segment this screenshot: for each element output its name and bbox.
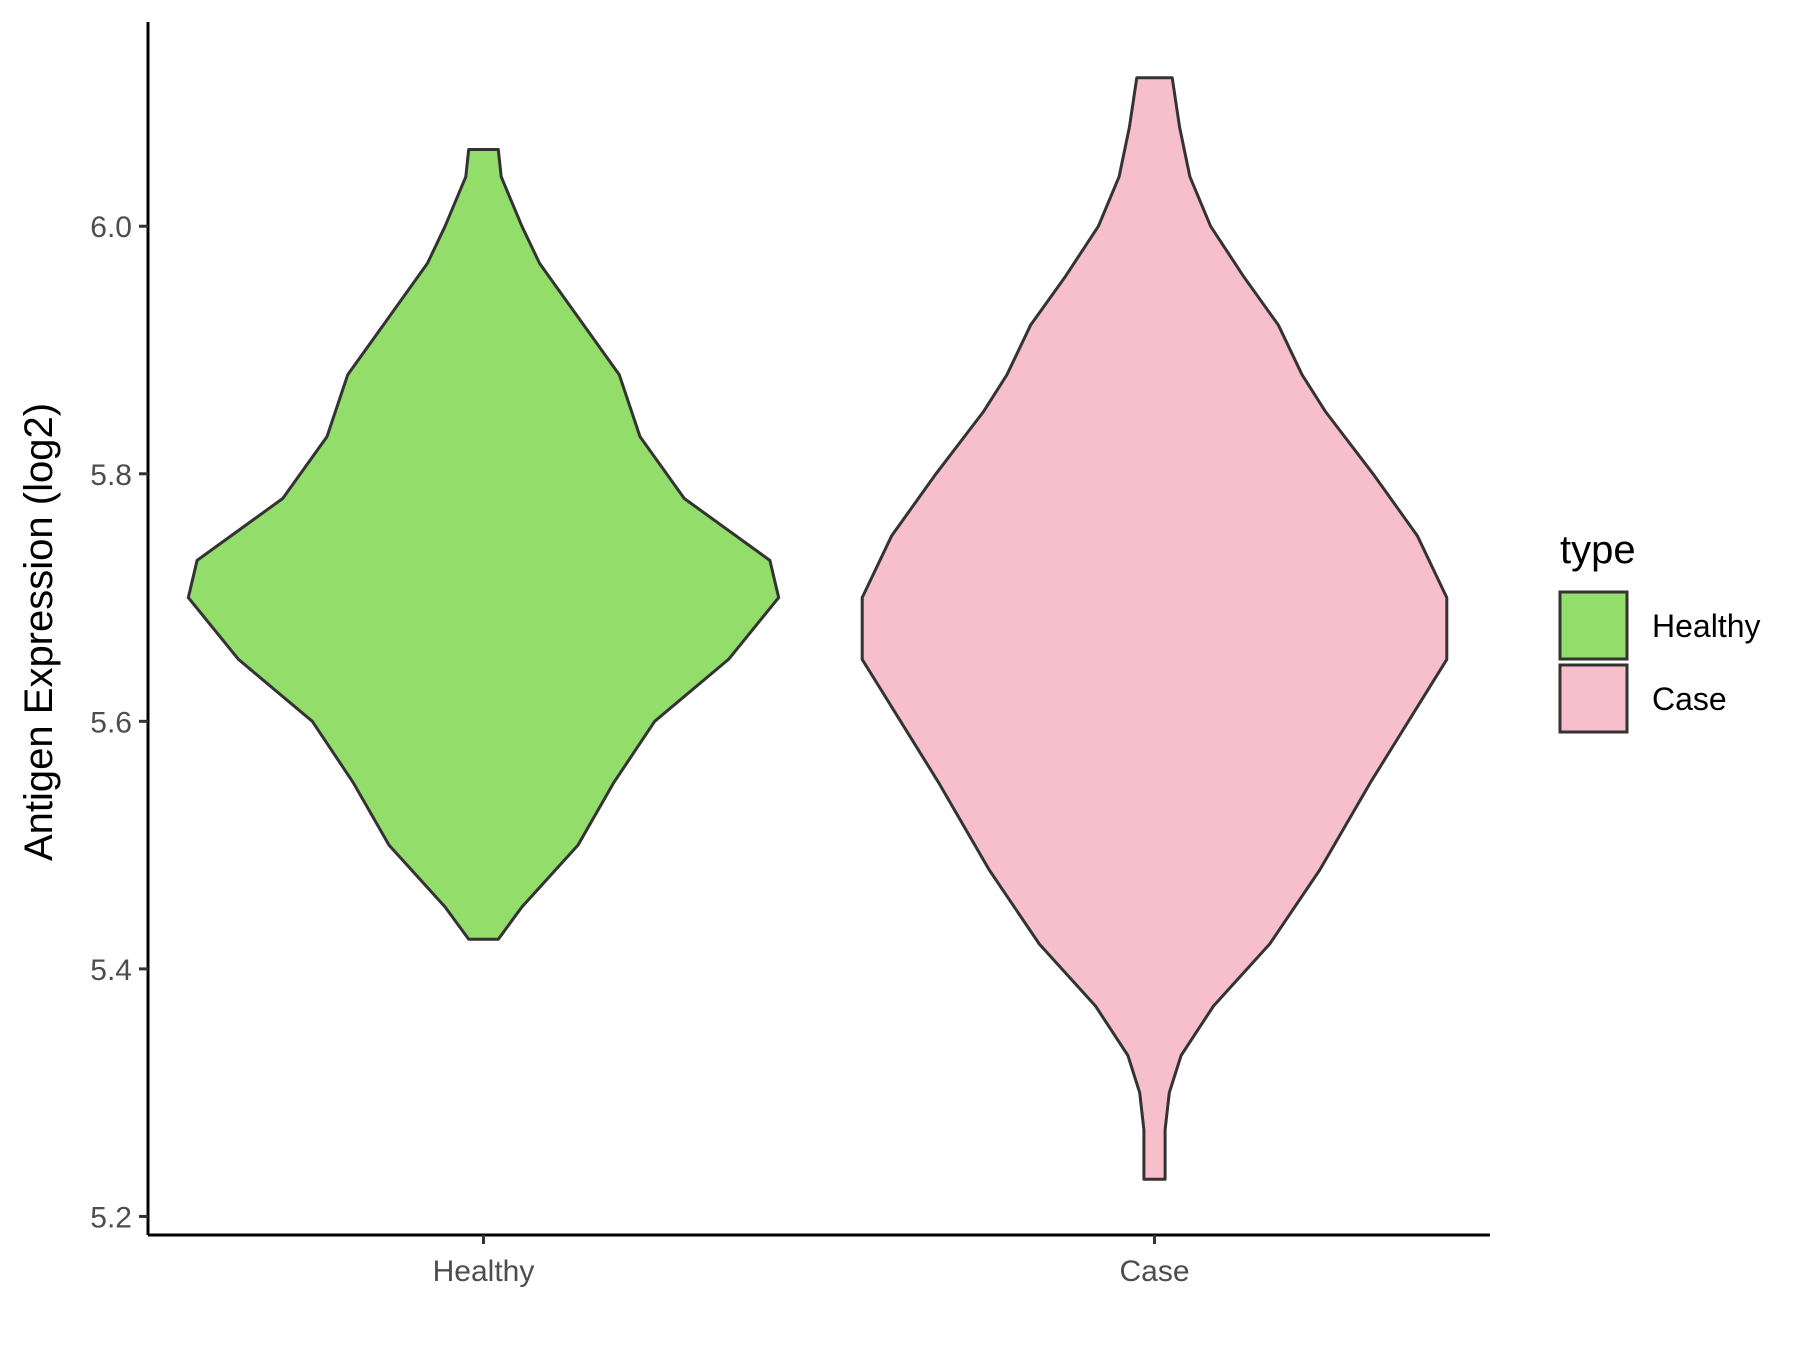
violin-case <box>860 76 1449 1181</box>
x-tick-label: Case <box>1119 1255 1189 1288</box>
x-tick-label: Healthy <box>433 1255 535 1288</box>
x-axis-ticks: Healthy Case <box>433 1235 1190 1288</box>
y-axis-ticks: 5.2 5.4 5.6 5.8 6.0 <box>90 211 148 1234</box>
legend: type Healthy Case <box>1558 528 1761 734</box>
legend-swatch-healthy <box>1558 590 1629 661</box>
violin-healthy <box>186 148 781 941</box>
legend-label-case: Case <box>1652 681 1727 717</box>
y-tick-label: 6.0 <box>90 211 132 244</box>
violin-layer <box>186 76 1449 1181</box>
y-axis-title: Antigen Expression (log2) <box>17 403 61 861</box>
y-tick-label: 5.8 <box>90 459 132 492</box>
y-tick-label: 5.2 <box>90 1201 132 1234</box>
legend-swatch-case <box>1558 663 1629 734</box>
legend-label-healthy: Healthy <box>1652 608 1761 644</box>
legend-title: type <box>1560 528 1636 572</box>
y-tick-label: 5.4 <box>90 954 132 987</box>
y-tick-label: 5.6 <box>90 706 132 739</box>
